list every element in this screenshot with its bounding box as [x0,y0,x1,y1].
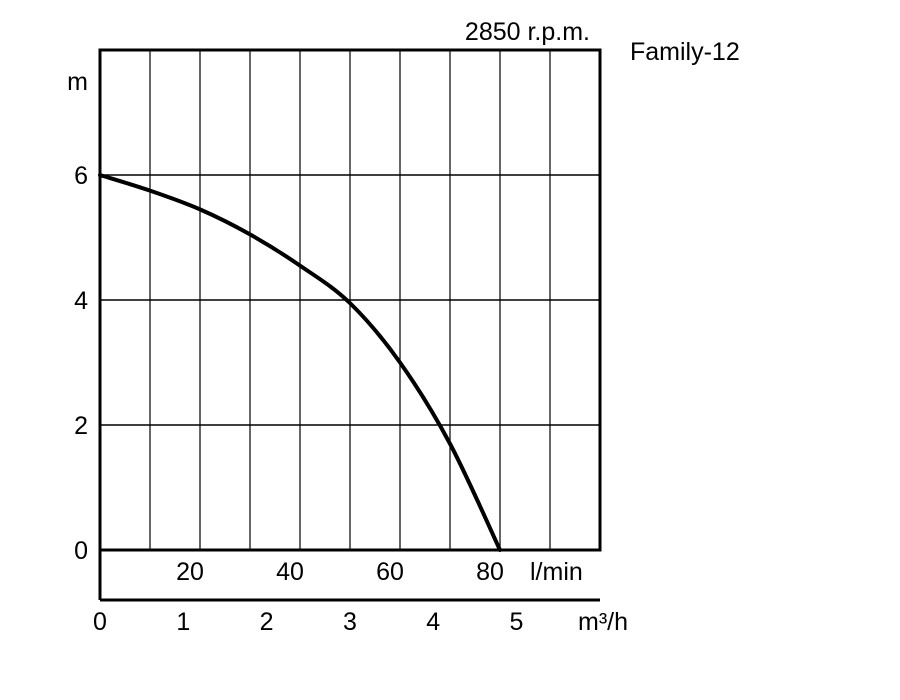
x-tick-label-m3h: 5 [510,608,524,636]
labels: 2850 r.p.m. Family-12 m l/min m³/h 0 2 4 6 2… [67,18,740,636]
grid [100,50,600,550]
x-tick-label-m3h: 4 [426,608,440,636]
x-tick-label-lmin: 80 [476,558,504,586]
x-tick-label-m3h: 0 [93,608,107,636]
x-axis-label-lmin: l/min [530,558,583,586]
y-axis-label: m [67,68,88,96]
x-axis-label-m3h: m³/h [578,608,628,636]
x-tick-label-m3h: 3 [343,608,357,636]
pump-curve-line [98,173,502,552]
x-tick-label-m3h: 2 [260,608,274,636]
x-tick-label-lmin: 40 [276,558,304,586]
chart-title: Family-12 [630,38,740,66]
y-tick-label: 0 [74,537,88,565]
axes [98,48,602,602]
x-tick-label-lmin: 60 [376,558,404,586]
y-tick-label: 6 [74,162,88,190]
x-tick-label-m3h: 1 [176,608,190,636]
series [98,173,502,552]
y-tick-label: 4 [74,287,88,315]
y-tick-label: 2 [74,412,88,440]
chart-subtitle: 2850 r.p.m. [465,18,590,46]
x-tick-label-lmin: 20 [176,558,204,586]
